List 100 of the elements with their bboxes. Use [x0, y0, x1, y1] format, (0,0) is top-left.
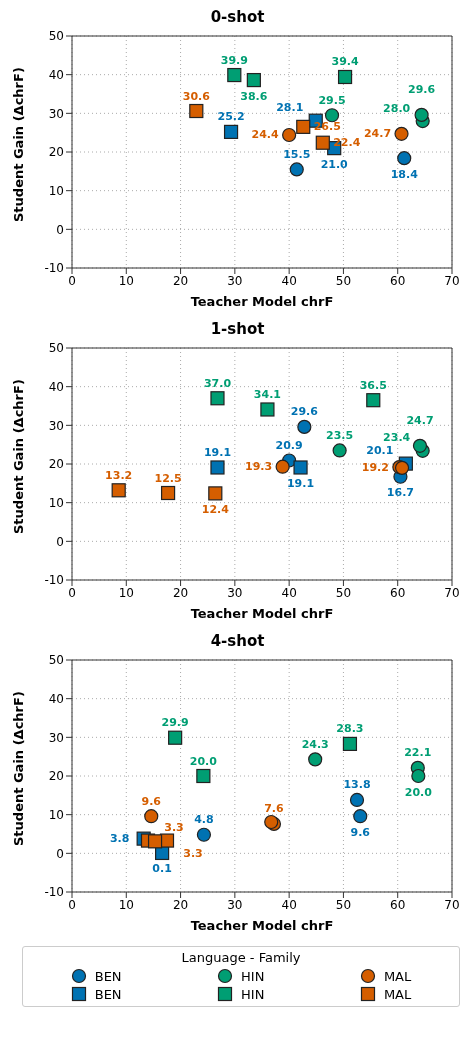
y-axis-title: Student Gain (ΔchrF): [10, 67, 26, 222]
x-tick-label: 70: [444, 585, 460, 600]
data-label: 3.8: [109, 832, 130, 846]
y-tick-label: 10: [48, 495, 64, 510]
x-tick-label: 0: [68, 897, 76, 912]
x-tick-label: 20: [172, 585, 189, 600]
y-tick-label: 30: [48, 418, 64, 433]
data-label: 34.1: [253, 387, 281, 401]
y-tick-label: 20: [48, 457, 64, 472]
data-label: 29.5: [318, 93, 346, 107]
x-tick-label: 0: [68, 273, 76, 288]
data-label: 20.0: [404, 785, 433, 799]
y-tick-label: 20: [48, 145, 64, 160]
x-tick-label: 60: [390, 897, 406, 912]
data-label: 23.5: [326, 428, 354, 442]
x-axis-title: Teacher Model chrF: [190, 294, 334, 309]
data-label: 18.4: [390, 167, 419, 181]
data-label: 24.7: [406, 414, 434, 428]
y-tick-label: 20: [48, 769, 64, 784]
x-tick-label: 70: [444, 897, 460, 912]
data-label: 24.3: [301, 737, 329, 751]
y-tick-label: 50: [48, 653, 64, 668]
data-label: 25.2: [217, 110, 245, 124]
y-axis-title: Student Gain (ΔchrF): [10, 691, 26, 846]
x-tick-label: 50: [335, 897, 352, 912]
x-tick-label: 10: [118, 897, 134, 912]
data-label: 29.6: [408, 83, 436, 97]
data-label: 3.3: [164, 821, 184, 835]
x-tick-label: 0: [68, 585, 76, 600]
y-tick-label: 40: [48, 691, 64, 706]
x-tick-label: 50: [335, 585, 352, 600]
data-label: 36.5: [359, 378, 387, 392]
y-tick-label: 10: [48, 807, 64, 822]
y-tick-label: 40: [48, 379, 64, 394]
data-label: 3.3: [183, 847, 203, 861]
data-label: 29.9: [161, 716, 189, 730]
data-label: 19.1: [203, 445, 232, 459]
chart-title: 1-shot: [209, 320, 266, 339]
y-tick-label: -10: [44, 885, 64, 900]
data-label: 12.4: [201, 502, 230, 516]
x-axis-title: Teacher Model chrF: [190, 606, 334, 621]
x-tick-label: 10: [118, 585, 134, 600]
data-label: 28.1: [276, 101, 304, 115]
x-tick-label: 60: [390, 585, 406, 600]
x-tick-label: 10: [118, 273, 134, 288]
y-tick-label: -10: [44, 261, 64, 276]
y-tick-label: 50: [48, 341, 64, 356]
data-label: 20.9: [275, 439, 303, 453]
y-tick-label: 0: [56, 846, 64, 861]
y-tick-label: 30: [48, 106, 64, 121]
y-tick-label: 30: [48, 730, 64, 745]
x-tick-label: 20: [172, 273, 189, 288]
data-label: 30.6: [182, 89, 211, 103]
y-tick-label: 10: [48, 183, 64, 198]
data-label: 4.8: [194, 813, 214, 827]
data-label: 19.3: [245, 460, 273, 474]
data-label: 24.4: [251, 128, 280, 142]
x-tick-label: 30: [227, 273, 243, 288]
data-label: 37.0: [203, 376, 232, 390]
legend-label: BEN: [94, 968, 122, 984]
data-label: 28.0: [383, 101, 411, 115]
x-tick-label: 30: [227, 585, 243, 600]
data-label: 26.5: [313, 120, 341, 134]
data-label: 39.9: [220, 53, 248, 67]
y-tick-label: 50: [48, 29, 64, 44]
y-tick-label: 40: [48, 67, 64, 82]
data-label: 12.5: [154, 471, 182, 485]
data-label: 28.3: [336, 722, 364, 736]
data-label: 13.2: [105, 468, 133, 482]
data-label: 22.1: [404, 746, 432, 760]
data-label: 21.0: [320, 157, 349, 171]
data-label: 16.7: [386, 486, 414, 500]
x-tick-label: 50: [335, 273, 352, 288]
y-tick-label: 0: [56, 534, 64, 549]
x-axis-title: Teacher Model chrF: [190, 918, 334, 933]
legend-label: BEN: [94, 986, 122, 1002]
y-tick-label: 0: [56, 222, 64, 237]
data-label: 9.6: [350, 825, 371, 839]
chart-title: 0-shot: [209, 8, 266, 27]
data-label: 22.4: [333, 136, 361, 150]
chart-title: 4-shot: [209, 632, 266, 651]
legend-label: MAL: [383, 986, 412, 1002]
legend-label: MAL: [383, 968, 412, 984]
y-tick-label: -10: [44, 573, 64, 588]
legend-label: HIN: [241, 968, 265, 984]
data-label: 0.1: [152, 862, 172, 876]
data-label: 19.1: [286, 476, 315, 490]
legend-label: HIN: [241, 986, 265, 1002]
data-label: 23.4: [383, 431, 411, 445]
data-label: 7.6: [264, 802, 285, 816]
data-label: 15.5: [283, 147, 311, 161]
data-label: 20.1: [366, 444, 394, 458]
data-label: 38.6: [240, 89, 268, 103]
data-label: 19.2: [361, 460, 389, 474]
data-label: 24.7: [363, 127, 392, 141]
x-tick-label: 40: [281, 273, 297, 288]
data-label: 13.8: [343, 778, 371, 792]
data-label: 29.6: [290, 405, 319, 419]
y-axis-title: Student Gain (ΔchrF): [10, 379, 26, 534]
data-label: 20.0: [189, 754, 218, 768]
